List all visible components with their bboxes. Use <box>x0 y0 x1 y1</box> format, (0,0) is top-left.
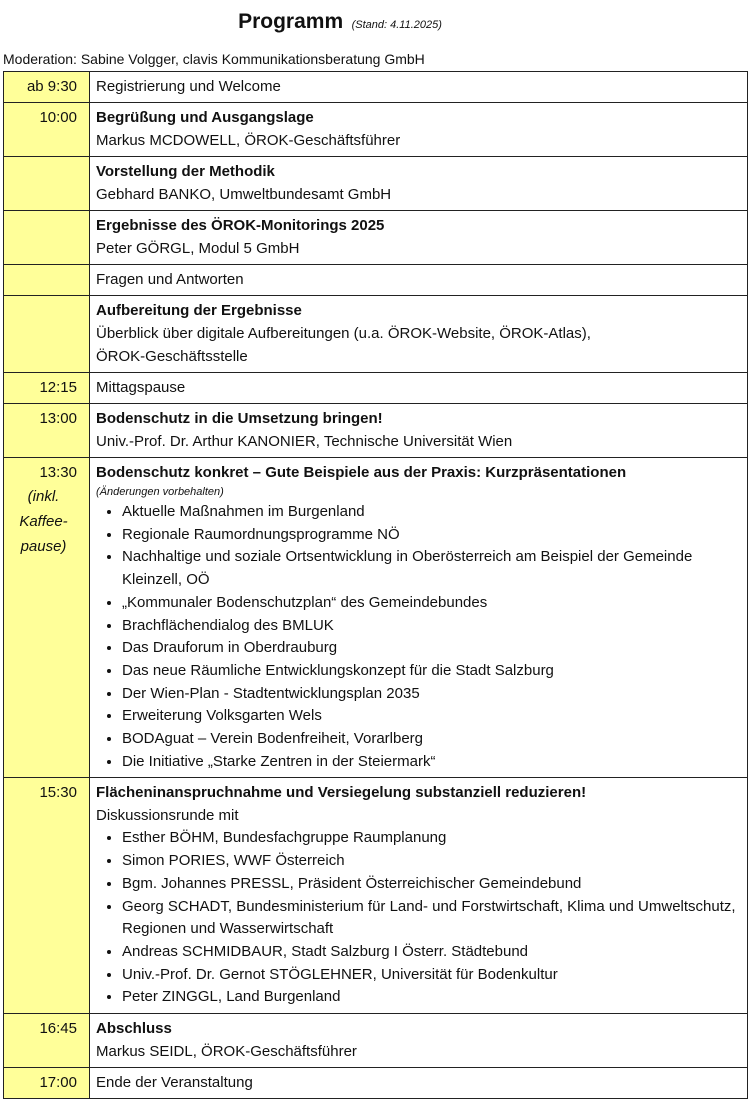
content-cell: Bodenschutz in die Umsetzung bringen! Uni… <box>89 403 748 458</box>
list-item: Aktuelle Maßnahmen im Burgenland <box>122 501 741 524</box>
session-title: Aufbereitung der Ergebnisse <box>96 302 302 319</box>
content-cell: Aufbereitung der Ergebnisse Überblick übe… <box>89 295 748 373</box>
session-line: Univ.-Prof. Dr. Arthur KANONIER, Technis… <box>96 433 513 450</box>
list-item: Georg SCHADT, Bundesministerium für Land… <box>122 896 741 941</box>
program-table: ab 9:30 Registrierung und Welcome 10:00 Beg… <box>3 71 748 1099</box>
list-item: Erweiterung Volksgarten Wels <box>122 705 741 728</box>
time-cell: 17:00 <box>3 1067 90 1099</box>
bullet-list: Aktuelle Maßnahmen im BurgenlandRegional… <box>96 501 741 773</box>
session-title: Begrüßung und Ausgangslage <box>96 109 314 126</box>
list-item: Bgm. Johannes PRESSL, Präsident Österrei… <box>122 873 741 896</box>
time-cell: 12:15 <box>3 372 90 404</box>
time-label: 16:45 <box>39 1020 77 1038</box>
session-note: (Änderungen vorbehalten) <box>96 486 224 498</box>
list-item: Andreas SCHMIDBAUR, Stadt Salzburg I Öst… <box>122 941 741 964</box>
session-line: Gebhard BANKO, Umweltbundesamt GmbH <box>96 186 392 203</box>
list-item: Die Initiative „Starke Zentren in der St… <box>122 751 741 774</box>
session-title: Bodenschutz konkret – Gute Beispiele aus… <box>96 464 627 481</box>
session-title: Vorstellung der Methodik <box>96 163 275 180</box>
content-cell: Begrüßung und Ausgangslage Markus MCDOWEL… <box>89 102 748 157</box>
time-label: 15:30 <box>39 784 77 802</box>
time-label: 13:30 <box>39 464 77 481</box>
list-item: Das neue Räumliche Entwicklungskonzept f… <box>122 660 741 683</box>
time-cell: 16:45 <box>3 1013 90 1069</box>
table-row: 17:00 Ende der Veranstaltung <box>3 1067 748 1099</box>
time-cell <box>3 156 90 211</box>
session-line: Registrierung und Welcome <box>96 78 281 95</box>
list-item: Brachflächendialog des BMLUK <box>122 615 741 638</box>
time-cell: 10:00 <box>3 102 90 157</box>
list-item: „Kommunaler Bodenschutzplan“ des Gemeind… <box>122 592 741 615</box>
session-line: Überblick über digitale Aufbereitungen (… <box>96 325 591 342</box>
table-row: Vorstellung der Methodik Gebhard BANKO, U… <box>3 156 748 211</box>
stand-date: (Stand: 4.11.2025) <box>351 19 442 31</box>
time-cell <box>3 210 90 265</box>
table-row: 13:30 (inkl. Kaffee-pause) Bodenschutz kon… <box>3 456 748 779</box>
content-cell: Abschluss Markus SEIDL, ÖROK-Geschäftsfüh… <box>89 1013 748 1069</box>
table-row: 10:00 Begrüßung und Ausgangslage Markus MC… <box>3 102 748 157</box>
time-note: (inkl. Kaffee-pause) <box>19 488 68 555</box>
table-row: Ergebnisse des ÖROK-Monitorings 2025 Pete… <box>3 210 748 265</box>
time-cell: 13:00 <box>3 403 90 458</box>
time-cell <box>3 264 90 296</box>
time-label: 17:00 <box>39 1074 77 1092</box>
session-line: Peter GÖRGL, Modul 5 GmbH <box>96 240 300 257</box>
table-row: 16:45 Abschluss Markus SEIDL, ÖROK-Geschäf… <box>3 1013 748 1069</box>
list-item: Das Drauforum in Oberdrauburg <box>122 637 741 660</box>
time-cell <box>3 295 90 373</box>
table-row: ab 9:30 Registrierung und Welcome <box>3 71 748 103</box>
session-line: Mittagspause <box>96 379 186 396</box>
content-cell: Registrierung und Welcome <box>89 71 748 103</box>
list-item: Simon PORIES, WWF Österreich <box>122 850 741 873</box>
session-title: Abschluss <box>96 1020 172 1038</box>
time-cell: ab 9:30 <box>3 71 90 103</box>
content-cell: Ende der Veranstaltung <box>89 1067 748 1099</box>
page-title: Programm (Stand: 4.11.2025) <box>0 10 680 34</box>
session-title: Ergebnisse des ÖROK-Monitorings 2025 <box>96 217 385 234</box>
content-cell: Flächeninanspruchnahme und Versiegelung … <box>89 777 748 1015</box>
time-label: 10:00 <box>39 109 77 126</box>
list-item: Der Wien-Plan - Stadtentwicklungsplan 20… <box>122 683 741 706</box>
time-label: 13:00 <box>39 410 77 427</box>
content-cell: Ergebnisse des ÖROK-Monitorings 2025 Pete… <box>89 210 748 265</box>
session-line: Ende der Veranstaltung <box>96 1074 253 1092</box>
time-cell: 13:30 (inkl. Kaffee-pause) <box>3 456 90 779</box>
table-row: 12:15 Mittagspause <box>3 372 748 404</box>
content-cell: Fragen und Antworten <box>89 264 748 296</box>
list-item: Regionale Raumordnungsprogramme NÖ <box>122 524 741 547</box>
content-cell: Mittagspause <box>89 372 748 404</box>
session-line: Fragen und Antworten <box>96 271 244 288</box>
content-cell: Vorstellung der Methodik Gebhard BANKO, U… <box>89 156 748 211</box>
table-row: 15:30 Flächeninanspruchnahme und Versiege… <box>3 777 748 1015</box>
moderation-text: Moderation: Sabine Volgger, clavis Kommu… <box>3 51 425 67</box>
list-item: Univ.-Prof. Dr. Gernot STÖGLEHNER, Unive… <box>122 964 741 987</box>
time-cell: 15:30 <box>3 777 90 1015</box>
content-cell: Bodenschutz konkret – Gute Beispiele aus… <box>89 456 748 779</box>
list-item: Nachhaltige und soziale Ortsentwicklung … <box>122 546 741 591</box>
time-label: ab 9:30 <box>26 78 77 95</box>
session-line: ÖROK-Geschäftsstelle <box>96 348 248 365</box>
session-title: Flächeninanspruchnahme und Versiegelung … <box>96 784 587 802</box>
table-row: Fragen und Antworten <box>3 264 748 296</box>
list-item: Peter ZINGGL, Land Burgenland <box>122 986 741 1009</box>
title-text: Programm <box>238 10 344 33</box>
session-line: Markus MCDOWELL, ÖROK-Geschäftsführer <box>96 132 401 149</box>
list-item: BODAguat – Verein Bodenfreiheit, Vorarlb… <box>122 728 741 751</box>
list-item: Esther BÖHM, Bundesfachgruppe Raumplanun… <box>122 827 741 850</box>
session-line: Markus SEIDL, ÖROK-Geschäftsführer <box>96 1043 357 1061</box>
session-title: Bodenschutz in die Umsetzung bringen! <box>96 410 383 427</box>
session-line: Diskussionsrunde mit <box>96 807 239 825</box>
bullet-list: Esther BÖHM, Bundesfachgruppe Raumplanun… <box>96 827 741 1009</box>
table-row: 13:00 Bodenschutz in die Umsetzung bringe… <box>3 403 748 458</box>
time-label: 12:15 <box>39 379 77 396</box>
table-row: Aufbereitung der Ergebnisse Überblick übe… <box>3 295 748 373</box>
